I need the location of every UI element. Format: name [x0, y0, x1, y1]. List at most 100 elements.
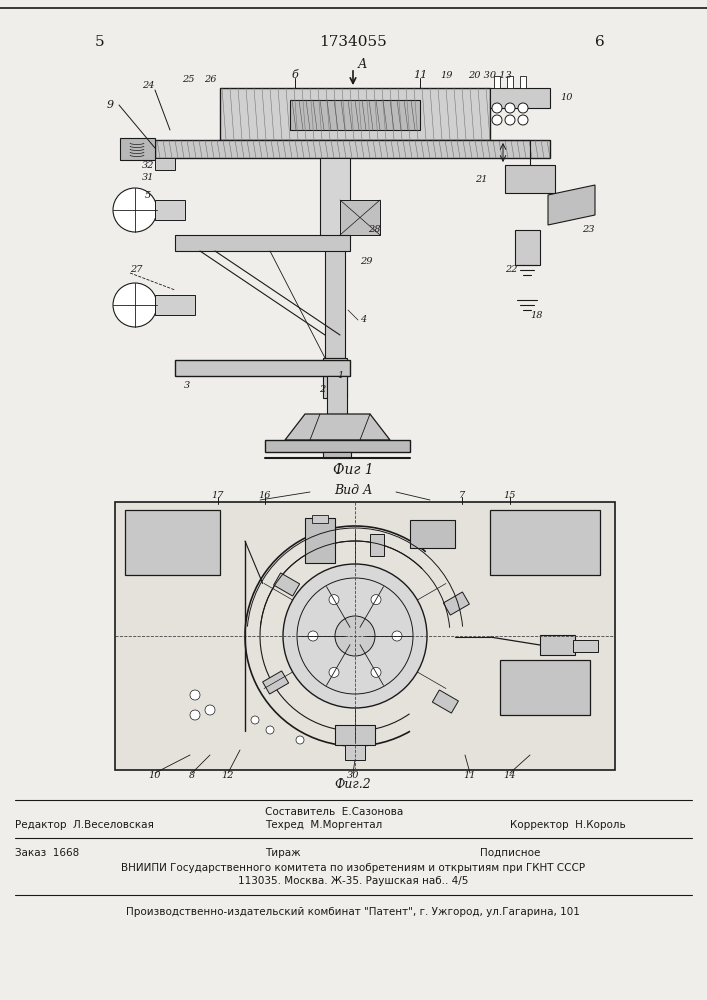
Text: 4: 4: [360, 316, 366, 324]
Text: 30: 30: [346, 770, 359, 780]
Bar: [433, 690, 458, 713]
Text: 22: 22: [505, 265, 518, 274]
Bar: [370, 534, 384, 556]
Text: 21: 21: [476, 176, 488, 184]
Circle shape: [371, 667, 381, 677]
Text: 7: 7: [459, 491, 465, 500]
Text: 1734055: 1734055: [319, 35, 387, 49]
Circle shape: [492, 103, 502, 113]
Bar: [262, 671, 288, 694]
Polygon shape: [548, 185, 595, 225]
Text: Редактор  Л.Веселовская: Редактор Л.Веселовская: [15, 820, 154, 830]
Bar: [340, 200, 380, 235]
Text: 31: 31: [141, 174, 154, 182]
Bar: [120, 138, 155, 160]
Text: 9: 9: [107, 100, 114, 110]
Circle shape: [251, 716, 259, 724]
Text: 25: 25: [182, 76, 194, 85]
Text: 12: 12: [222, 770, 234, 780]
Bar: [323, 452, 351, 458]
Bar: [312, 515, 328, 523]
Text: Вид А: Вид А: [334, 484, 373, 496]
Circle shape: [371, 595, 381, 605]
Bar: [335, 725, 375, 745]
Text: ВНИИПИ Государственного комитета по изобретениям и открытиям при ГКНТ СССР: ВНИИПИ Государственного комитета по изоб…: [121, 863, 585, 873]
Bar: [443, 592, 469, 615]
Bar: [500, 660, 590, 715]
Text: 24: 24: [141, 81, 154, 90]
Text: 8: 8: [189, 770, 195, 780]
Bar: [507, 76, 513, 88]
Bar: [348, 730, 362, 752]
Text: 20 30 13: 20 30 13: [468, 70, 512, 80]
Text: б: б: [291, 70, 298, 80]
Text: 5: 5: [145, 190, 151, 200]
Text: 1: 1: [337, 370, 344, 379]
Text: Фиг.2: Фиг.2: [334, 778, 371, 792]
Text: 15: 15: [504, 491, 516, 500]
Bar: [490, 88, 550, 108]
Text: 113035. Москва. Ж-35. Раушская наб.. 4/5: 113035. Москва. Ж-35. Раушская наб.. 4/5: [238, 876, 468, 886]
Circle shape: [205, 705, 215, 715]
Text: 17: 17: [212, 491, 224, 500]
Circle shape: [329, 667, 339, 677]
Text: 10: 10: [148, 770, 161, 780]
Text: 19: 19: [440, 70, 452, 80]
Text: 23: 23: [582, 226, 595, 234]
Text: 27: 27: [130, 265, 143, 274]
Bar: [505, 165, 555, 193]
Text: Производственно-издательский комбинат "Патент", г. Ужгород, ул.Гагарина, 101: Производственно-издательский комбинат "П…: [126, 907, 580, 917]
Circle shape: [345, 626, 365, 646]
Circle shape: [296, 736, 304, 744]
Bar: [265, 440, 410, 452]
Text: 2: 2: [319, 385, 325, 394]
Bar: [155, 158, 175, 170]
Text: Корректор  Н.Король: Корректор Н.Король: [510, 820, 626, 830]
Bar: [520, 76, 526, 88]
Bar: [540, 635, 575, 655]
Circle shape: [113, 283, 157, 327]
Text: 11: 11: [464, 770, 477, 780]
Text: 26: 26: [204, 76, 216, 85]
Bar: [115, 502, 615, 770]
Circle shape: [392, 631, 402, 641]
Bar: [155, 200, 185, 220]
Circle shape: [335, 616, 375, 656]
Bar: [490, 510, 600, 575]
Text: 32: 32: [141, 160, 154, 169]
Text: 29: 29: [360, 257, 373, 266]
Bar: [323, 358, 347, 398]
Text: Техред  М.Моргентал: Техред М.Моргентал: [265, 820, 382, 830]
Text: 3: 3: [184, 380, 190, 389]
Bar: [155, 295, 195, 315]
Text: 14: 14: [504, 770, 516, 780]
Text: 11: 11: [413, 70, 427, 80]
Bar: [515, 230, 540, 265]
Polygon shape: [285, 414, 390, 440]
Bar: [573, 640, 598, 652]
Bar: [274, 573, 300, 596]
Bar: [327, 376, 347, 414]
Bar: [325, 238, 345, 358]
Bar: [290, 100, 420, 130]
Circle shape: [190, 710, 200, 720]
Text: Заказ  1668: Заказ 1668: [15, 848, 79, 858]
Circle shape: [518, 103, 528, 113]
Circle shape: [283, 564, 427, 708]
Circle shape: [190, 690, 200, 700]
Text: Фиг 1: Фиг 1: [333, 463, 373, 477]
Circle shape: [329, 595, 339, 605]
Text: Подписное: Подписное: [480, 848, 540, 858]
Bar: [220, 88, 490, 140]
Circle shape: [518, 115, 528, 125]
Bar: [494, 76, 500, 88]
Text: 18: 18: [530, 310, 542, 320]
Circle shape: [266, 726, 274, 734]
Text: Тираж: Тираж: [265, 848, 300, 858]
Bar: [175, 360, 350, 376]
Text: 6: 6: [595, 35, 605, 49]
Bar: [125, 510, 220, 575]
Circle shape: [505, 103, 515, 113]
Text: 5: 5: [95, 35, 105, 49]
Bar: [175, 235, 350, 251]
